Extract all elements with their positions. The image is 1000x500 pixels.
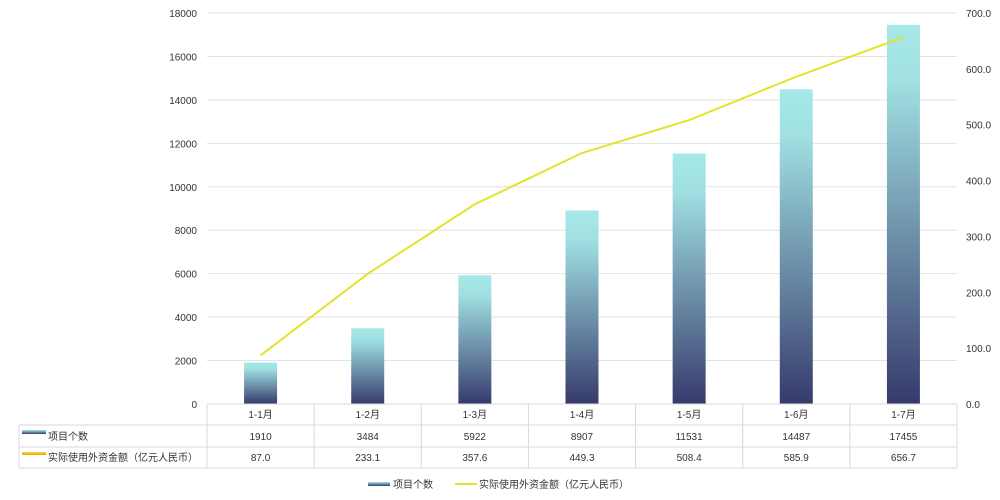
legend-line-label: 实际使用外资金额（亿元人民币） <box>479 478 629 491</box>
bar <box>672 153 706 404</box>
right-axis-tick-label: 0.0 <box>966 400 980 411</box>
left-axis-tick-label: 6000 <box>175 270 198 281</box>
line-data-label: 87.0 <box>251 453 271 464</box>
left-axis-tick-label: 16000 <box>169 52 197 63</box>
category-label: 1-6月 <box>784 409 808 421</box>
bar <box>886 24 920 404</box>
right-axis-tick-label: 500.0 <box>966 121 991 132</box>
line-data-label: 585.9 <box>784 453 809 464</box>
line-data-label: 233.1 <box>355 453 380 464</box>
line-series-name: 实际使用外资金额（亿元人民币） <box>48 451 198 464</box>
bar <box>458 275 492 404</box>
bar-data-label: 14487 <box>782 432 810 443</box>
bar-data-label: 17455 <box>890 432 918 443</box>
left-axis-tick-label: 0 <box>191 400 197 411</box>
line-data-label: 508.4 <box>677 453 702 464</box>
left-axis-tick-label: 2000 <box>175 357 198 368</box>
left-axis-tick-label: 18000 <box>169 9 197 20</box>
bar-data-label: 1910 <box>249 432 272 443</box>
line-series-key <box>22 452 46 455</box>
left-axis-tick-label: 12000 <box>169 139 197 150</box>
bar-data-label: 5922 <box>464 432 487 443</box>
category-label: 1-4月 <box>570 409 594 421</box>
category-label: 1-7月 <box>891 409 915 421</box>
legend-bar-label: 项目个数 <box>393 478 433 491</box>
category-label: 1-1月 <box>248 409 272 421</box>
category-label: 1-2月 <box>355 409 379 421</box>
legend-bar-key <box>368 482 390 486</box>
bar-data-label: 11531 <box>676 432 704 443</box>
left-axis-tick-label: 8000 <box>175 226 198 237</box>
right-axis-tick-label: 600.0 <box>966 65 991 76</box>
bar-data-label: 8907 <box>571 432 594 443</box>
bar <box>565 210 599 404</box>
bar <box>351 328 385 404</box>
bar-series-name: 项目个数 <box>48 430 88 443</box>
bar <box>244 362 278 404</box>
bar-series-key <box>22 430 46 434</box>
right-axis-tick-label: 700.0 <box>966 9 991 20</box>
right-axis-tick-label: 100.0 <box>966 344 991 355</box>
left-axis-tick-label: 10000 <box>169 183 197 194</box>
right-axis-tick-label: 300.0 <box>966 232 991 243</box>
line-data-label: 449.3 <box>569 453 594 464</box>
left-axis-tick-label: 14000 <box>169 96 197 107</box>
series-line <box>259 36 904 357</box>
bar-data-label: 3484 <box>357 432 380 443</box>
line-data-label: 357.6 <box>462 453 487 464</box>
category-label: 1-5月 <box>677 409 701 421</box>
category-label: 1-3月 <box>463 409 487 421</box>
right-axis-tick-label: 400.0 <box>966 177 991 188</box>
bar <box>779 89 813 404</box>
line-data-label: 656.7 <box>891 453 916 464</box>
left-axis-tick-label: 4000 <box>175 313 198 324</box>
right-axis-tick-label: 200.0 <box>966 288 991 299</box>
